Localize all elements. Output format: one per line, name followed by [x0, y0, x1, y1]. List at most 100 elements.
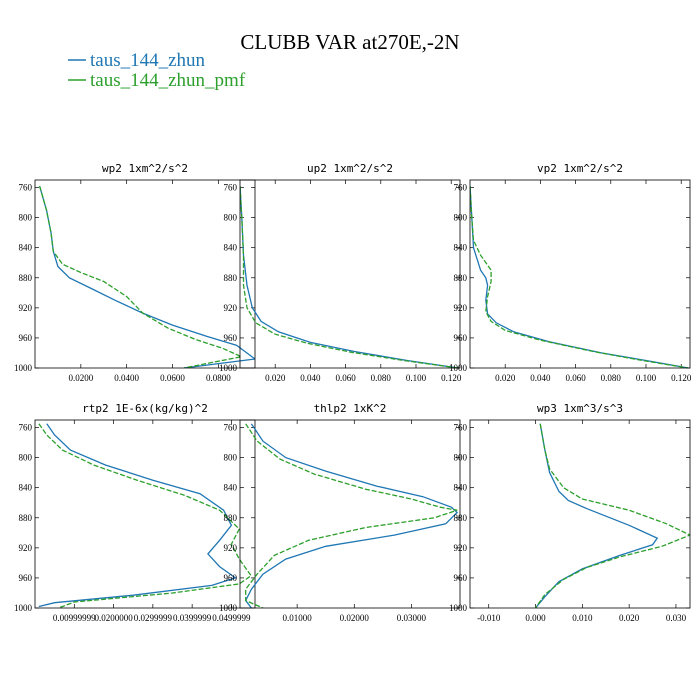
y-tick-label: 960 [224, 333, 238, 343]
x-tick-label: 0.0299999 [134, 613, 173, 623]
y-tick-label: 800 [224, 213, 238, 223]
x-tick-label: 0.02000 [340, 613, 370, 623]
panel-2: vp2 1xm^2/s^2 760 800 840 880 920 960 1000 0.020… [449, 162, 692, 383]
x-tick-label: 0.120 [441, 373, 462, 383]
panel-4: thlp2 1xK^2 760 800 840 880 920 960 1000 0.01000… [219, 402, 461, 623]
y-tick-label: 1000 [14, 603, 33, 613]
y-tick-label: 960 [454, 573, 468, 583]
x-tick-label: 0.000 [525, 613, 546, 623]
plot-frame [469, 419, 691, 609]
x-tick-label: 0.0200000 [94, 613, 133, 623]
y-tick-label: 880 [19, 513, 33, 523]
y-tick-label: 760 [19, 423, 33, 433]
series-line-zhun [38, 423, 237, 608]
y-tick-label: 960 [19, 333, 33, 343]
panel-title: rtp2 1E-6x(kg/kg)^2 [82, 402, 208, 415]
plot-frame [239, 419, 461, 609]
panel-1: up2 1xm^2/s^2 760 800 840 880 920 960 1000 0.020… [219, 162, 462, 383]
x-tick-label: 0.030 [666, 613, 687, 623]
y-tick-label: 760 [224, 423, 238, 433]
panels: wp2 1xm^2/s^2 760 800 840 880 920 960 1000 0.020… [14, 162, 692, 623]
y-tick-label: 920 [19, 303, 33, 313]
legend-label-zhun: taus_144_zhun [90, 50, 206, 71]
legend-label-zhun-pmf: taus_144_zhun_pmf [90, 70, 246, 91]
x-tick-label: 0.01000 [283, 613, 313, 623]
panel-title: thlp2 1xK^2 [314, 402, 387, 415]
y-tick-label: 840 [454, 483, 468, 493]
panel-3: rtp2 1E-6x(kg/kg)^2 760 800 840 880 920 960 100… [14, 402, 256, 623]
plot-frame [469, 179, 691, 369]
y-tick-label: 920 [224, 543, 238, 553]
y-tick-label: 880 [19, 273, 33, 283]
x-tick-label: 0.020 [265, 373, 286, 383]
x-tick-label: 0.060 [335, 373, 356, 383]
panel-title: up2 1xm^2/s^2 [307, 162, 393, 175]
y-tick-label: 800 [224, 453, 238, 463]
x-tick-label: 0.120 [671, 373, 692, 383]
y-tick-label: 760 [454, 423, 468, 433]
y-tick-label: 800 [19, 213, 33, 223]
plot-frame [34, 419, 256, 609]
x-tick-label: 0.0800 [206, 373, 231, 383]
x-tick-label: 0.080 [601, 373, 622, 383]
y-tick-label: 800 [454, 213, 468, 223]
y-tick-label: 920 [454, 303, 468, 313]
x-tick-label: 0.040 [300, 373, 321, 383]
plot-frame [34, 179, 256, 369]
panel-5: wp3 1xm^3/s^3 760 800 840 880 920 960 1000 -0.01… [449, 402, 691, 623]
x-tick-label: 0.010 [572, 613, 593, 623]
y-tick-label: 840 [224, 483, 238, 493]
x-tick-label: 0.00999999 [53, 613, 96, 623]
x-tick-label: 0.0200 [68, 373, 93, 383]
y-tick-label: 920 [224, 303, 238, 313]
x-tick-label: 0.0499999 [212, 613, 251, 623]
series-line-zhun-pmf [534, 423, 690, 608]
x-tick-label: 0.020 [495, 373, 516, 383]
figure-title: CLUBB VAR at270E,-2N [240, 30, 459, 54]
y-tick-label: 760 [224, 183, 238, 193]
x-tick-label: 0.0400 [114, 373, 139, 383]
x-tick-label: 0.100 [406, 373, 427, 383]
series-line-zhun-pmf [38, 423, 253, 608]
y-tick-label: 1000 [14, 363, 33, 373]
y-tick-label: 800 [454, 453, 468, 463]
y-tick-label: 920 [19, 543, 33, 553]
x-tick-label: 0.100 [636, 373, 657, 383]
y-tick-label: 960 [19, 573, 33, 583]
y-tick-label: 840 [454, 243, 468, 253]
series-line-zhun [470, 185, 689, 368]
series-line-zhun-pmf [240, 185, 459, 368]
series-line-zhun [240, 185, 459, 368]
x-tick-label: 0.0600 [160, 373, 185, 383]
y-tick-label: 1000 [449, 603, 468, 613]
x-tick-label: 0.060 [565, 373, 586, 383]
y-tick-label: 960 [224, 573, 238, 583]
x-tick-label: 0.020 [619, 613, 640, 623]
panel-0: wp2 1xm^2/s^2 760 800 840 880 920 960 1000 0.020… [14, 162, 256, 383]
y-tick-label: 880 [224, 513, 238, 523]
y-tick-label: 760 [454, 183, 468, 193]
y-tick-label: 880 [224, 273, 238, 283]
y-tick-label: 880 [454, 273, 468, 283]
x-tick-label: 0.080 [371, 373, 392, 383]
y-tick-label: 1000 [449, 363, 468, 373]
panel-title: wp2 1xm^2/s^2 [102, 162, 188, 175]
y-tick-label: 760 [19, 183, 33, 193]
x-tick-label: 0.03000 [397, 613, 427, 623]
x-tick-label: 0.0399999 [173, 613, 212, 623]
y-tick-label: 960 [454, 333, 468, 343]
panel-title: vp2 1xm^2/s^2 [537, 162, 623, 175]
plot-frame [239, 179, 461, 369]
x-tick-label: 0.040 [530, 373, 551, 383]
y-tick-label: 1000 [219, 363, 238, 373]
y-tick-label: 800 [19, 453, 33, 463]
y-tick-label: 840 [224, 243, 238, 253]
legend: taus_144_zhun taus_144_zhun_pmf [68, 50, 246, 91]
y-tick-label: 840 [19, 243, 33, 253]
series-line-zhun [535, 423, 659, 608]
y-tick-label: 1000 [219, 603, 238, 613]
y-tick-label: 840 [19, 483, 33, 493]
panel-title: wp3 1xm^3/s^3 [537, 402, 623, 415]
series-line-zhun-pmf [470, 185, 689, 368]
